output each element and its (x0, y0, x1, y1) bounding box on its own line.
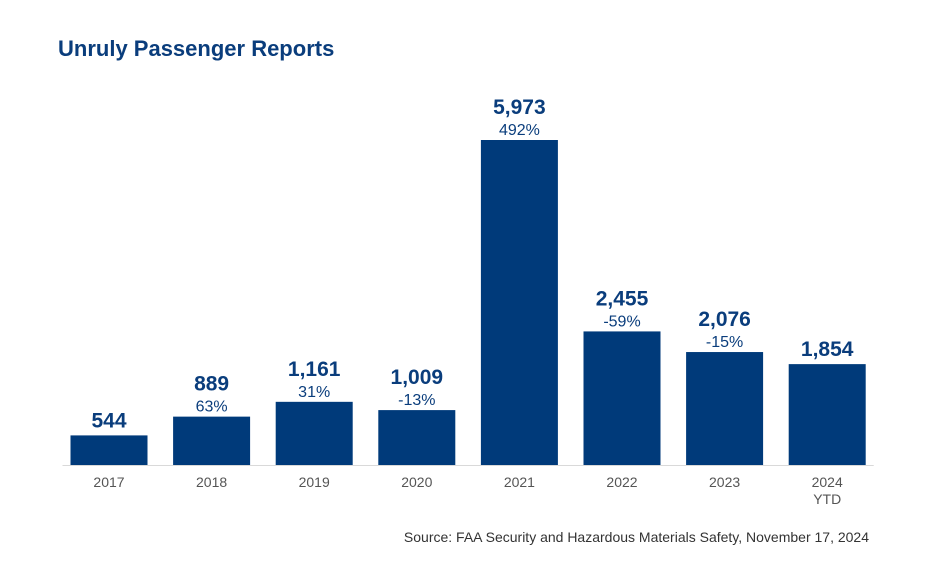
percent-change-label: 492% (499, 122, 540, 139)
percent-change-label: 63% (196, 399, 228, 416)
value-label: 1,009 (391, 366, 444, 389)
value-label: 1,161 (288, 358, 341, 381)
x-tick-label: 2024 YTD (812, 474, 843, 507)
bar-2021 (480, 140, 558, 465)
x-tick-label: 2022 (606, 474, 637, 490)
value-label: 544 (91, 409, 126, 432)
x-tick-label: 2023 (709, 474, 740, 490)
value-label: 889 (194, 373, 229, 396)
value-label: 1,854 (801, 338, 854, 361)
bar-2020 (378, 410, 456, 465)
bar-2024-ytd (788, 364, 866, 465)
value-label: 2,076 (698, 308, 751, 331)
x-tick-label: 2018 (196, 474, 227, 490)
x-tick-label: 2020 (401, 474, 432, 490)
value-label: 5,973 (493, 96, 546, 119)
x-tick-label: 2021 (504, 474, 535, 490)
chart-title: Unruly Passenger Reports (58, 36, 335, 61)
percent-change-label: 31% (298, 384, 330, 401)
bar-2023 (686, 352, 764, 465)
percent-change-label: -13% (398, 392, 435, 409)
bar-2017 (70, 435, 148, 465)
percent-change-label: -59% (603, 313, 640, 330)
percent-change-label: -15% (706, 334, 743, 351)
bar-2018 (173, 416, 251, 465)
x-tick-label: 2017 (93, 474, 124, 490)
bar-2019 (275, 401, 353, 465)
value-label: 2,455 (596, 287, 649, 310)
source-note: Source: FAA Security and Hazardous Mater… (403, 529, 869, 545)
x-tick-label: 2019 (299, 474, 330, 490)
bar-2022 (583, 331, 661, 465)
